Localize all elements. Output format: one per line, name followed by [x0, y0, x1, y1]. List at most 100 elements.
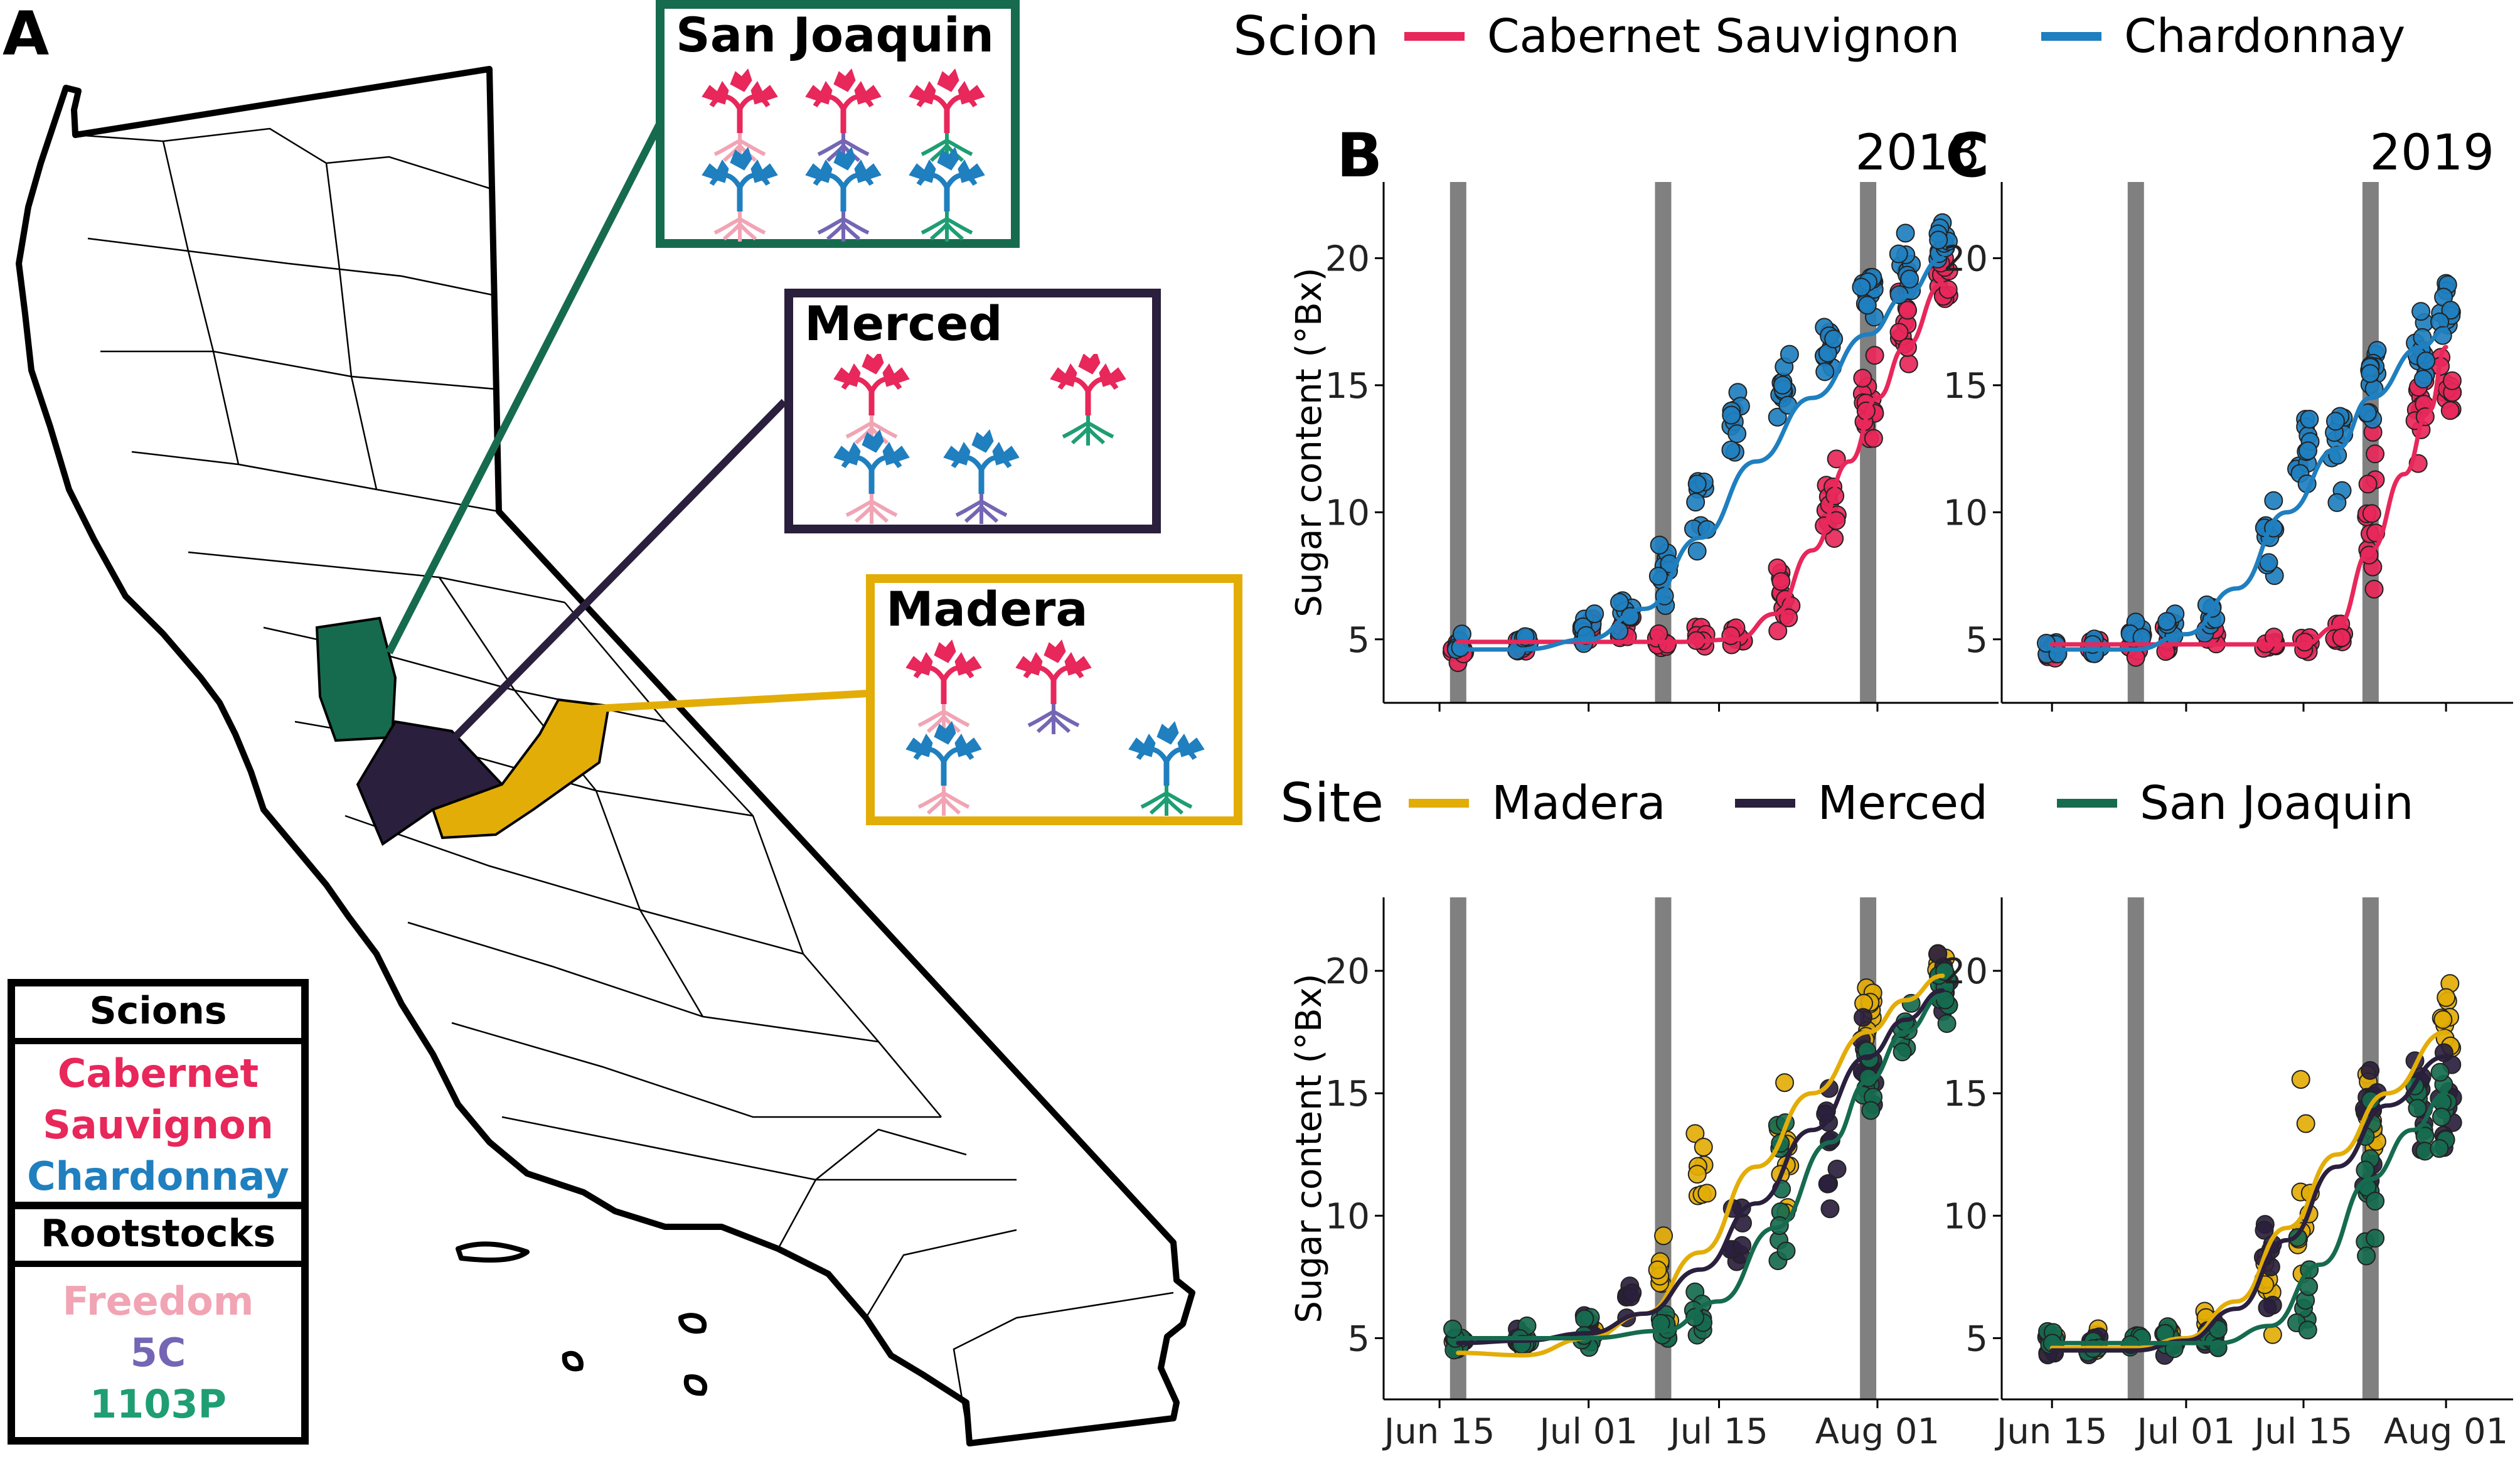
data-point — [1721, 441, 1741, 460]
data-point — [1896, 223, 1915, 243]
y-tick-label: 15 — [1943, 366, 1988, 407]
data-point — [2441, 301, 2460, 320]
y-axis-label: Sugar content (°Bx) — [1289, 973, 1330, 1323]
rootstocks-key-title: Rootstocks — [15, 1209, 301, 1267]
y-axis-label: Sugar content (°Bx) — [1289, 267, 1330, 617]
data-point — [1727, 424, 1747, 444]
data-point — [1861, 1101, 1881, 1120]
rootstocks-key: Rootstocks Freedom 5C 1103P — [8, 1202, 309, 1445]
y-tick-label: 20 — [1325, 951, 1370, 992]
site-box-title: Madera — [886, 581, 1088, 637]
legend-swatch-san-joaquin — [2056, 799, 2117, 808]
data-point — [1893, 1042, 1912, 1062]
data-point — [1898, 301, 1918, 320]
data-point — [2361, 364, 2380, 383]
legend-label-cabernet: Cabernet Sauvignon — [1487, 9, 1960, 63]
x-tick-label: Jun 15 — [1382, 1411, 1495, 1452]
harvest-band — [1450, 182, 1466, 703]
fit-line — [1456, 993, 1945, 1340]
data-point — [2437, 988, 2456, 1007]
data-point — [1771, 572, 1791, 591]
data-point — [1686, 493, 1706, 512]
data-point — [1780, 345, 1799, 364]
data-point — [1721, 626, 1741, 645]
data-point — [2259, 553, 2278, 572]
y-tick-label: 5 — [1347, 620, 1370, 661]
y-tick-label: 10 — [1325, 1196, 1370, 1237]
data-point — [1685, 1124, 1705, 1143]
scions-key-item: Sauvignon — [43, 1101, 274, 1148]
scion-legend: Scion Cabernet Sauvignon Chardonnay — [1233, 5, 2405, 68]
data-point — [1815, 362, 1835, 382]
data-point — [2358, 474, 2378, 494]
harvest-band — [2127, 897, 2144, 1399]
harvest-band — [2362, 182, 2379, 703]
data-point — [1610, 592, 1629, 612]
y-tick-label: 15 — [1325, 366, 1370, 407]
site-legend: Site Madera Merced San Joaquin — [1280, 772, 2413, 835]
x-tick-label: Aug 01 — [1815, 1411, 1940, 1452]
site-legend-title: Site — [1280, 772, 1384, 835]
data-point — [2263, 1325, 2282, 1344]
data-point — [1929, 230, 1948, 250]
x-tick-label: Jul 15 — [1668, 1411, 1768, 1452]
x-tick-label: Jul 15 — [2253, 1411, 2353, 1452]
site-box-san-joaquin: San Joaquin — [656, 0, 1020, 248]
scions-key: Scions Cabernet Sauvignon Chardonnay — [8, 979, 309, 1215]
data-point — [1775, 1073, 1795, 1093]
legend-label-merced: Merced — [1817, 776, 1988, 830]
data-point — [2264, 491, 2283, 510]
site-box-title: Merced — [804, 296, 1003, 351]
scions-key-title: Scions — [15, 986, 301, 1044]
scions-key-item: Chardonnay — [27, 1153, 289, 1199]
data-point — [2298, 1320, 2317, 1340]
data-point — [2325, 412, 2345, 431]
x-tick-label: Aug 01 — [2384, 1411, 2508, 1452]
data-point — [1687, 542, 1707, 561]
data-point — [2291, 1070, 2310, 1089]
data-point — [1818, 1174, 1837, 1194]
y-tick-label: 5 — [1965, 620, 1988, 661]
y-tick-label: 10 — [1325, 493, 1370, 533]
y-tick-label: 5 — [1965, 1318, 1988, 1359]
data-point — [1824, 329, 1844, 349]
data-point — [2442, 371, 2462, 390]
y-tick-label: 15 — [1325, 1074, 1370, 1114]
site-box-madera: Madera — [866, 574, 1242, 825]
data-point — [1827, 1159, 1847, 1178]
data-point — [2255, 1221, 2274, 1240]
chart-title: 2019 — [2369, 125, 2494, 181]
data-point — [2157, 612, 2177, 631]
y-tick-label: 20 — [1943, 951, 1988, 992]
fit-line — [1456, 973, 1945, 1358]
data-point — [2440, 401, 2460, 420]
panel-label-c: C — [1945, 120, 1990, 191]
data-point — [2361, 1061, 2380, 1080]
data-point — [1820, 1199, 1840, 1219]
data-point — [2366, 1229, 2385, 1248]
data-point — [1899, 354, 1918, 373]
data-point — [1585, 604, 1604, 624]
data-point — [1697, 1184, 1717, 1203]
fit-line — [1456, 255, 1945, 652]
data-point — [1864, 429, 1883, 448]
data-point — [1852, 277, 1871, 297]
data-point — [2300, 410, 2319, 429]
legend-swatch-chardonnay — [2041, 32, 2102, 41]
data-point — [2298, 441, 2317, 461]
panel-label-a: A — [3, 0, 50, 69]
y-tick-label: 15 — [1943, 1074, 1988, 1114]
data-point — [1768, 407, 1787, 427]
fit-line — [2049, 1054, 2448, 1353]
scions-key-item: Cabernet — [57, 1050, 259, 1096]
data-point — [2430, 1062, 2450, 1082]
data-point — [1443, 1319, 1463, 1339]
data-point — [2408, 1099, 2427, 1118]
data-point — [2327, 493, 2347, 512]
data-point — [2296, 1114, 2315, 1133]
rootstocks-key-item: 1103P — [90, 1381, 227, 1427]
data-point — [2416, 351, 2436, 371]
harvest-band — [1860, 897, 1877, 1399]
data-point — [2411, 302, 2431, 321]
data-point — [1827, 449, 1846, 469]
